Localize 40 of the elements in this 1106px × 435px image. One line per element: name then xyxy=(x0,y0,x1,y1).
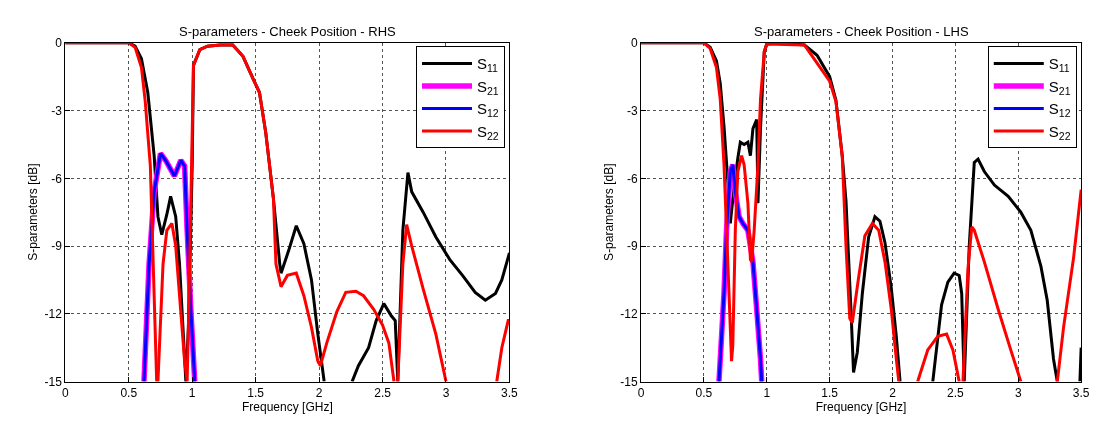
x-tick-label: 1.5 xyxy=(247,385,265,400)
legend-label: S$_{11}$ xyxy=(1048,55,1070,75)
x-tick-label: 2 xyxy=(315,385,323,400)
x-tick-label: 0.5 xyxy=(120,385,138,400)
legend-label: S$_{21}$ xyxy=(477,77,499,97)
y-tick-label: -6 xyxy=(51,171,63,186)
y-tick-label: -9 xyxy=(626,239,638,254)
x-tick-label: 3 xyxy=(1014,385,1022,400)
y-tick-label: 0 xyxy=(630,36,638,51)
x-tick-label: 1.5 xyxy=(821,385,839,400)
legend-label: S$_{21}$ xyxy=(1048,77,1071,97)
x-tick-label: 2.5 xyxy=(947,385,965,400)
y-tick-label: -3 xyxy=(626,103,638,118)
chart-title: S-parameters - Cheek Position - LHS xyxy=(754,24,969,39)
y-tick-label: -3 xyxy=(51,103,63,118)
y-tick-label: -12 xyxy=(620,307,638,321)
y-tick-label: -15 xyxy=(44,374,63,389)
chart-title: S-parameters - Cheek Position - RHS xyxy=(179,24,397,39)
legend-label: S$_{12}$ xyxy=(1048,100,1071,120)
y-axis-title: S-parameters [dB] xyxy=(601,163,616,261)
legend-label: S$_{22}$ xyxy=(1048,122,1071,142)
x-axis-title: Frequency [GHz] xyxy=(815,399,907,414)
y-axis-title: S-parameters [dB] xyxy=(25,163,40,261)
x-tick-label: 2 xyxy=(889,385,897,400)
x-tick-label: 1 xyxy=(188,385,196,400)
legend-label: S$_{12}$ xyxy=(477,100,499,120)
x-tick-label: 3 xyxy=(442,385,450,400)
y-tick-label: 0 xyxy=(55,36,63,51)
x-tick-label: 1 xyxy=(763,385,771,400)
x-tick-label: 3.5 xyxy=(1072,385,1090,400)
y-tick-label: -9 xyxy=(51,239,63,254)
x-axis-title: Frequency [GHz] xyxy=(242,399,333,414)
legend-label: S$_{22}$ xyxy=(477,122,499,142)
y-tick-label: -6 xyxy=(626,171,638,186)
y-tick-label: -15 xyxy=(620,374,638,389)
y-tick-label: -12 xyxy=(44,307,63,321)
x-tick-label: 0.5 xyxy=(695,385,713,400)
x-tick-label: 3.5 xyxy=(501,385,519,400)
legend-label: S$_{11}$ xyxy=(477,55,499,75)
x-tick-label: 2.5 xyxy=(374,385,392,400)
